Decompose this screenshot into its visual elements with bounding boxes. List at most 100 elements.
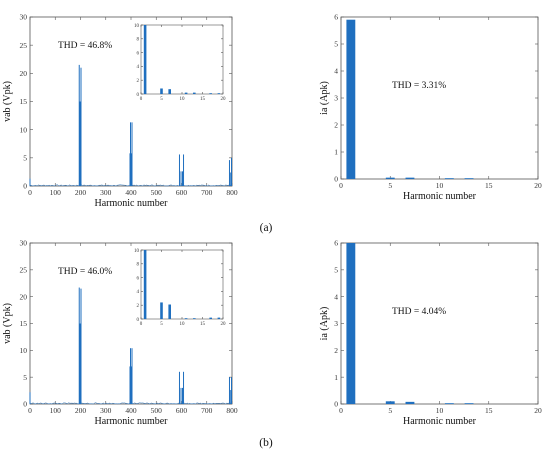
chart-panel-b-right: 0 5 10 15 20 0 1 2 3 4 5 6 THD = 4.04% Harmonic numbe…	[319, 239, 542, 427]
x-tick-label: 0	[28, 406, 32, 415]
inset-y-tick-label: 2	[137, 79, 140, 84]
inset-bar	[184, 318, 188, 319]
inset-bar	[160, 88, 163, 94]
y-tick-label: 0	[334, 175, 338, 184]
thd-annotation: THD = 3.31%	[392, 81, 446, 91]
x-tick-label: 800	[226, 406, 238, 415]
y-tick-label: 25	[20, 41, 28, 50]
y-tick-label: 3	[334, 319, 338, 328]
thd-annotation: THD = 46.0%	[58, 267, 112, 277]
inset-bar	[209, 93, 212, 94]
inset-y-tick-label: 10	[134, 249, 140, 254]
y-tick-label: 1	[334, 373, 338, 382]
x-tick-label: 15	[485, 181, 493, 190]
y-tick-label: 2	[334, 346, 338, 355]
x-tick-label: 10	[436, 406, 444, 415]
x-tick-label: 0	[339, 406, 343, 415]
inset-y-tick-label: 8	[137, 38, 140, 43]
thd-annotation: THD = 4.04%	[392, 307, 446, 317]
inset-y-tick-label: 0	[137, 318, 140, 323]
x-tick-label: 10	[436, 181, 444, 190]
bar	[405, 401, 415, 404]
x-tick-label: 100	[50, 406, 62, 415]
inset-y-tick-label: 4	[137, 65, 140, 70]
inset-y-tick-label: 6	[137, 276, 140, 281]
x-tick-label: 5	[388, 181, 392, 190]
x-tick-label: 0	[339, 181, 343, 190]
thd-annotation: THD = 46.8%	[58, 41, 112, 51]
x-tick-label: 200	[75, 406, 87, 415]
y-tick-label: 5	[334, 265, 338, 274]
x-tick-label: 600	[176, 188, 188, 197]
y-tick-label: 0	[23, 182, 27, 191]
inset-chart: 0 5 10 15 20 0 2 4 6 8 10	[134, 249, 226, 327]
y-tick-label: 4	[334, 292, 338, 301]
x-tick-label: 400	[125, 406, 137, 415]
y-tick-label: 0	[23, 400, 27, 409]
y-tick-label: 1	[334, 148, 338, 157]
inset-bar	[160, 302, 163, 319]
x-tick-label: 200	[75, 188, 87, 197]
y-tick-label: 25	[20, 265, 28, 274]
y-axis-label: vab (Vpk)	[2, 303, 13, 344]
y-tick-label: 5	[23, 373, 27, 382]
x-axis-label: Harmonic number	[403, 191, 477, 202]
x-tick-label: 0	[28, 188, 32, 197]
inset-y-tick-label: 2	[137, 304, 140, 309]
bar	[444, 178, 454, 179]
inset-x-tick-label: 20	[221, 322, 227, 327]
y-tick-label: 4	[334, 67, 338, 76]
x-tick-label: 400	[125, 188, 137, 197]
x-tick-label: 15	[485, 406, 493, 415]
inset-bar	[209, 317, 212, 319]
caption-b: (b)	[259, 437, 273, 449]
frame	[340, 16, 539, 180]
inset-bar	[217, 93, 221, 94]
bar	[346, 243, 356, 404]
inset-x-tick-label: 15	[200, 322, 206, 327]
inset-background	[141, 250, 223, 319]
chart-panel-a-left: 0 100 200 300 400 500 600 700 800051015202530THD…	[2, 13, 238, 209]
y-tick-label: 20	[20, 69, 28, 78]
inset-x-tick-label: 5	[160, 97, 163, 102]
inset-x-tick-label: 10	[180, 322, 186, 327]
x-tick-label: 300	[100, 406, 112, 415]
x-tick-label: 100	[50, 188, 62, 197]
inset-background	[141, 25, 223, 94]
y-axis-label: ia (Apk)	[319, 81, 330, 115]
inset-bar	[193, 318, 196, 319]
x-tick-label: 20	[534, 181, 542, 190]
x-tick-label: 500	[151, 406, 163, 415]
x-tick-label: 800	[226, 188, 238, 197]
y-tick-label: 20	[20, 292, 28, 301]
inset-bar	[184, 92, 188, 94]
bar	[464, 403, 474, 404]
inset-bar	[193, 92, 196, 94]
inset-bar	[217, 317, 221, 319]
inset-chart: 0 5 10 15 20 0 2 4 6 8 10	[134, 24, 226, 102]
inset-x-tick-label: 10	[180, 97, 186, 102]
inset-y-tick-label: 4	[137, 290, 140, 295]
bar	[346, 19, 356, 180]
caption-a: (a)	[260, 222, 273, 234]
x-tick-label: 700	[201, 188, 213, 197]
x-axis-label: Harmonic number	[94, 416, 168, 427]
y-tick-label: 15	[20, 319, 28, 328]
x-axis-label: Harmonic number	[94, 198, 168, 209]
inset-x-tick-label: 15	[200, 97, 206, 102]
bar	[385, 177, 395, 179]
inset-x-tick-label: 0	[140, 97, 143, 102]
x-tick-label: 700	[201, 406, 213, 415]
chart-panel-b-left: 0 100 200 300 400 500 600 700 800051015202530THD…	[2, 239, 238, 427]
y-tick-label: 5	[23, 153, 27, 162]
inset-x-tick-label: 20	[221, 97, 227, 102]
inset-bar	[168, 304, 171, 319]
y-tick-label: 10	[20, 125, 28, 134]
bar	[385, 401, 395, 404]
y-axis-label: vab (Vpk)	[2, 81, 13, 122]
x-tick-label: 600	[176, 406, 188, 415]
bar	[405, 177, 415, 179]
bar	[444, 403, 454, 404]
y-tick-label: 10	[20, 346, 28, 355]
